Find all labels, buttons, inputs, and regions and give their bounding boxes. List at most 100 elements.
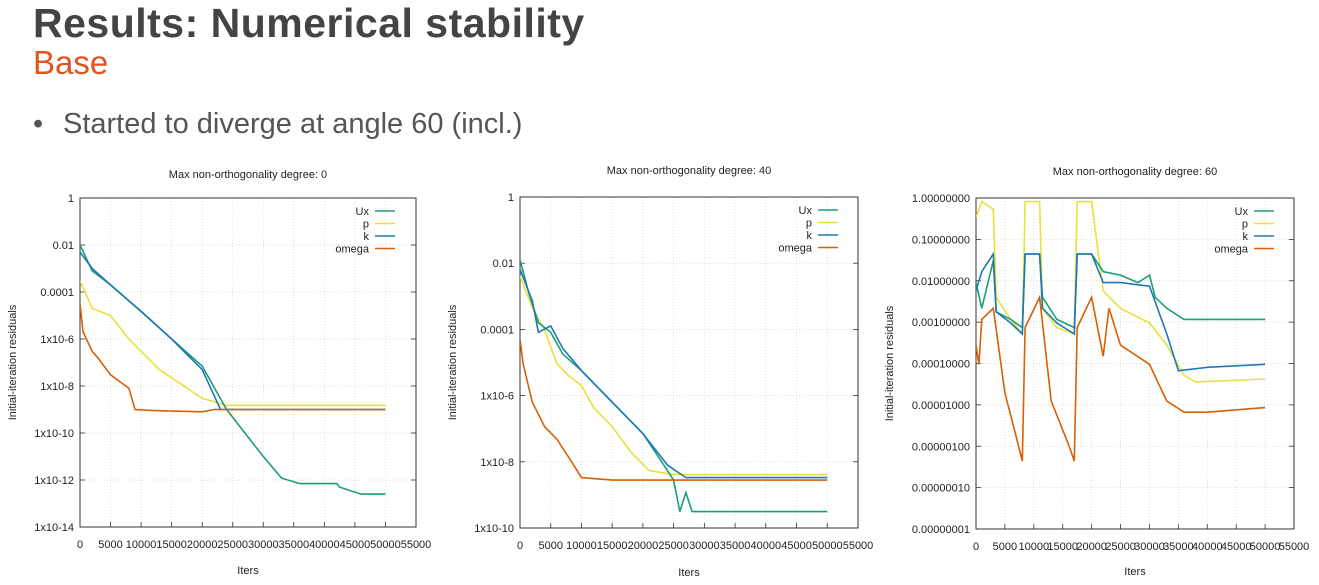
series-line-omega [976, 294, 1266, 462]
chart-0: Max non-orthogonality degree: 0 1 0.01 0.00… [7, 169, 431, 577]
y-tick-label: 1.00000000 [912, 193, 970, 205]
legend-label-p: p [363, 219, 369, 231]
y-tick-label: 1x10-6 [480, 391, 514, 403]
x-tick-label: 35000 [1163, 541, 1194, 553]
legend-label-k: k [807, 230, 813, 242]
legend-label-k: k [1243, 231, 1249, 243]
y-tick-label: 0.00001000 [912, 400, 970, 412]
x-tick-label: 40000 [309, 539, 340, 551]
legend-label-Ux: Ux [799, 205, 813, 217]
y-tick-label: 0.00000001 [912, 524, 970, 536]
x-tick-label: 30000 [248, 539, 279, 551]
legend-label-p: p [1242, 219, 1248, 231]
x-tick-label: 25000 [217, 539, 248, 551]
x-tick-label: 20000 [1076, 541, 1107, 553]
series-line-omega [520, 339, 828, 481]
legend-label-Ux: Ux [1235, 206, 1249, 218]
legend-label-Ux: Ux [356, 206, 370, 218]
y-tick-label: 1 [68, 193, 74, 205]
y-tick-label: 0.10000000 [912, 234, 970, 246]
x-tick-label: 15000 [597, 540, 628, 552]
y-tick-label: 0.00000010 [912, 483, 970, 495]
y-axis-label: Initial-iteration residuals [884, 305, 896, 421]
series-line-Ux [976, 253, 1266, 330]
x-tick-label: 30000 [689, 540, 720, 552]
legend-label-omega: omega [1214, 244, 1249, 256]
bullet-dot: • [33, 108, 44, 140]
y-tick-label: 0.0001 [40, 287, 74, 299]
x-tick-label: 35000 [720, 540, 751, 552]
x-tick-label: 20000 [187, 539, 218, 551]
x-tick-label: 0 [973, 541, 979, 553]
x-tick-label: 20000 [628, 540, 659, 552]
x-tick-label: 15000 [1047, 541, 1078, 553]
y-tick-label: 0.01000000 [912, 276, 970, 288]
series-line-k [520, 269, 828, 479]
x-tick-label: 50000 [370, 539, 401, 551]
y-tick-label: 0.01 [53, 240, 74, 252]
x-tick-label: 30000 [1134, 541, 1165, 553]
x-tick-label: 25000 [1105, 541, 1136, 553]
series-line-k [976, 251, 1266, 372]
y-tick-label: 0.01 [493, 258, 514, 270]
x-tick-label: 45000 [781, 540, 812, 552]
x-tick-label: 0 [517, 540, 523, 552]
y-tick-label: 1x10-8 [40, 381, 74, 393]
legend-label-k: k [364, 231, 370, 243]
x-axis-label: Iters [237, 565, 259, 577]
plot-frame [79, 197, 417, 528]
legend-label-omega: omega [335, 244, 370, 256]
y-axis-label: Initial-iteration residuals [447, 304, 459, 420]
chart-1: Max non-orthogonality degree: 40 1 0.01 0.0… [447, 165, 873, 579]
x-tick-label: 10000 [566, 540, 597, 552]
chart-title: Max non-orthogonality degree: 40 [607, 165, 772, 177]
y-tick-label: 1x10-10 [474, 523, 514, 535]
x-tick-label: 10000 [126, 539, 157, 551]
x-tick-label: 50000 [812, 540, 843, 552]
slide-subtitle: Base [33, 44, 109, 81]
series-line-p [520, 276, 828, 476]
plot-frame [519, 196, 859, 529]
legend-label-p: p [806, 218, 812, 230]
x-tick-label: 40000 [751, 540, 782, 552]
x-tick-label: 5000 [993, 541, 1017, 553]
x-tick-label: 55000 [401, 539, 432, 551]
slide-title: Results: Numerical stability [33, 0, 585, 46]
series-line-p [976, 200, 1266, 383]
x-tick-label: 45000 [1221, 541, 1252, 553]
x-tick-label: 10000 [1019, 541, 1050, 553]
series-line-p [80, 280, 386, 407]
x-tick-label: 55000 [843, 540, 874, 552]
x-tick-label: 0 [77, 539, 83, 551]
x-tick-label: 45000 [340, 539, 371, 551]
plot-frame [975, 197, 1295, 530]
y-tick-label: 0.00010000 [912, 359, 970, 371]
y-tick-label: 1x10-10 [34, 428, 74, 440]
y-axis-label: Initial-iteration residuals [7, 304, 19, 420]
bullet-item: • Started to diverge at angle 60 (incl.) [33, 108, 522, 141]
x-tick-label: 35000 [279, 539, 310, 551]
y-tick-label: 1x10-8 [480, 457, 514, 469]
legend-label-omega: omega [778, 243, 813, 255]
y-tick-label: 0.0001 [480, 324, 514, 336]
y-tick-label: 1 [508, 192, 514, 204]
chart-title: Max non-orthogonality degree: 0 [169, 169, 327, 181]
x-axis-label: Iters [678, 567, 700, 579]
bullet-text: Started to diverge at angle 60 (incl.) [63, 108, 523, 140]
y-tick-label: 0.00100000 [912, 317, 970, 329]
y-tick-label: 1x10-12 [34, 475, 74, 487]
y-tick-label: 0.00000100 [912, 441, 970, 453]
x-axis-label: Iters [1124, 566, 1146, 578]
chart-title: Max non-orthogonality degree: 60 [1053, 166, 1218, 178]
x-tick-label: 15000 [156, 539, 187, 551]
x-tick-label: 5000 [98, 539, 122, 551]
x-tick-label: 40000 [1192, 541, 1223, 553]
y-tick-label: 1x10-6 [40, 334, 74, 346]
x-tick-label: 55000 [1279, 541, 1310, 553]
x-tick-label: 5000 [538, 540, 562, 552]
series-line-omega [80, 304, 386, 413]
chart-2: Max non-orthogonality degree: 60 1.000000… [884, 166, 1309, 578]
x-tick-label: 25000 [658, 540, 689, 552]
y-tick-label: 1x10-14 [34, 522, 74, 534]
